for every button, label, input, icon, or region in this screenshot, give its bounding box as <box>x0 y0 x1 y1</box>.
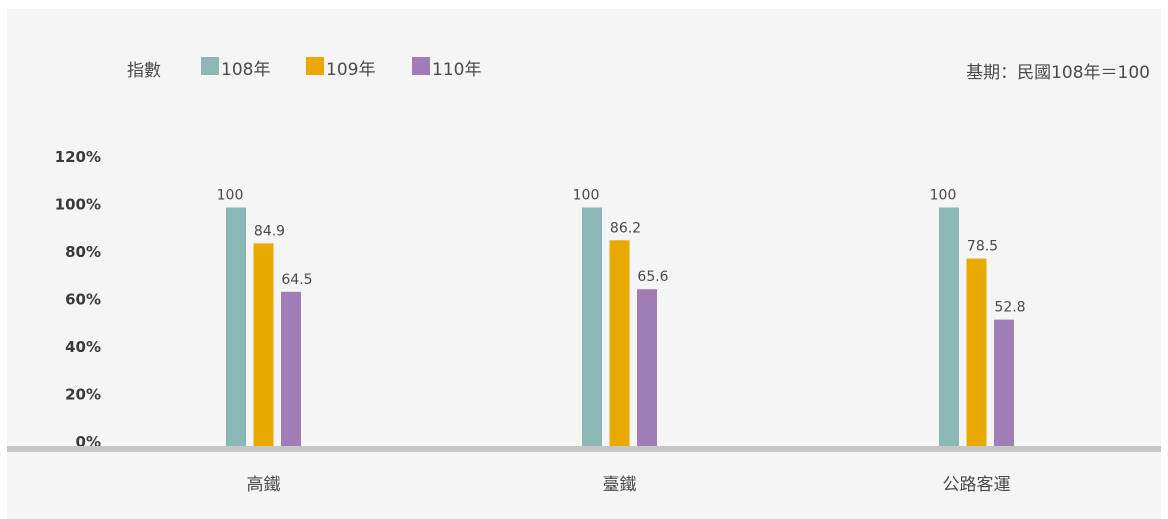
x-category-label: 公路客運 <box>943 475 1011 495</box>
bar-高鐵-109年 <box>253 243 274 446</box>
legend-label-108年: 108年 <box>221 60 270 80</box>
baseline-note: 基期：民國108年＝100 <box>966 63 1150 83</box>
bar-臺鐵-110年 <box>637 289 657 446</box>
bar-臺鐵-109年 <box>609 240 630 446</box>
x-category-label: 高鐵 <box>247 475 281 495</box>
data-label-高鐵-109年: 84.9 <box>254 223 285 239</box>
data-label-高鐵-108年: 100 <box>217 188 244 204</box>
x-category-label: 臺鐵 <box>603 475 637 495</box>
bar-臺鐵-108年 <box>582 207 602 446</box>
data-label-公路客運-108年: 100 <box>930 188 957 204</box>
legend-label-109年: 109年 <box>326 60 375 80</box>
data-label-臺鐵-109年: 86.2 <box>610 220 641 236</box>
legend-swatch-108年 <box>201 57 219 75</box>
bar-高鐵-108年 <box>226 207 246 446</box>
y-tick-label: 120% <box>55 148 101 166</box>
data-label-臺鐵-108年: 100 <box>573 188 600 204</box>
legend-label-110年: 110年 <box>432 60 481 80</box>
data-label-高鐵-110年: 64.5 <box>281 272 312 288</box>
bar-高鐵-110年 <box>281 291 301 446</box>
bar-公路客運-109年 <box>966 258 987 446</box>
x-axis-baseline <box>7 446 1161 452</box>
data-label-臺鐵-110年: 65.6 <box>637 269 668 285</box>
y-tick-label: 80% <box>65 243 101 261</box>
legend: 108年 109年 110年 <box>201 57 481 80</box>
x-axis: 高鐵 臺鐵 公路客運 <box>247 475 1011 495</box>
y-axis: 120%100%80%60%40%20%0% <box>55 148 101 451</box>
legend-title: 指數 <box>127 61 161 81</box>
bar-公路客運-108年 <box>939 207 959 446</box>
y-tick-label: 20% <box>65 386 101 404</box>
data-label-公路客運-110年: 52.8 <box>994 300 1025 316</box>
y-tick-label: 60% <box>65 291 101 309</box>
y-tick-label: 40% <box>65 338 101 356</box>
legend-swatch-110年 <box>412 57 430 75</box>
data-label-公路客運-109年: 78.5 <box>967 239 998 255</box>
legend-swatch-109年 <box>306 57 324 75</box>
bar-公路客運-110年 <box>994 319 1014 446</box>
y-tick-label: 100% <box>55 196 101 214</box>
bars: 100 84.9 64.5 100 86.2 65.6 100 78.5 52.8 <box>217 188 1026 446</box>
